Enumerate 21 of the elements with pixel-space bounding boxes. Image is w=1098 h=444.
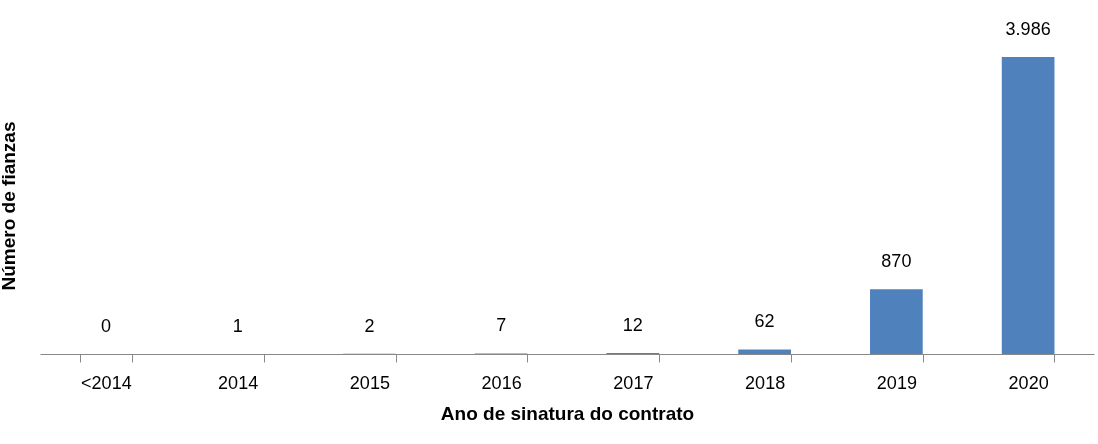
data-label: 2 — [364, 315, 375, 336]
x-tick-label: 2019 — [876, 372, 917, 393]
x-tick-label: 2017 — [613, 372, 654, 393]
x-axis-title: Ano de sinatura do contrato — [440, 402, 695, 424]
bar — [738, 349, 791, 354]
x-tick-label: 2016 — [481, 372, 522, 393]
x-tick-label: 2015 — [349, 372, 390, 393]
bar — [870, 289, 923, 354]
data-label: 7 — [496, 315, 507, 336]
data-label: 870 — [881, 251, 912, 272]
data-label: 12 — [622, 315, 643, 336]
data-label: 1 — [232, 315, 243, 336]
data-label: 3.986 — [1005, 19, 1051, 39]
y-axis-title: Número de fianzas — [0, 121, 19, 291]
x-tick-label: <2014 — [81, 372, 132, 393]
x-tick-label: 2018 — [745, 372, 786, 393]
data-label: 0 — [100, 316, 111, 336]
bar — [1001, 57, 1055, 354]
x-tick-label: 2014 — [218, 372, 259, 393]
data-label: 62 — [754, 311, 775, 332]
x-tick-label: 2020 — [1008, 372, 1049, 393]
